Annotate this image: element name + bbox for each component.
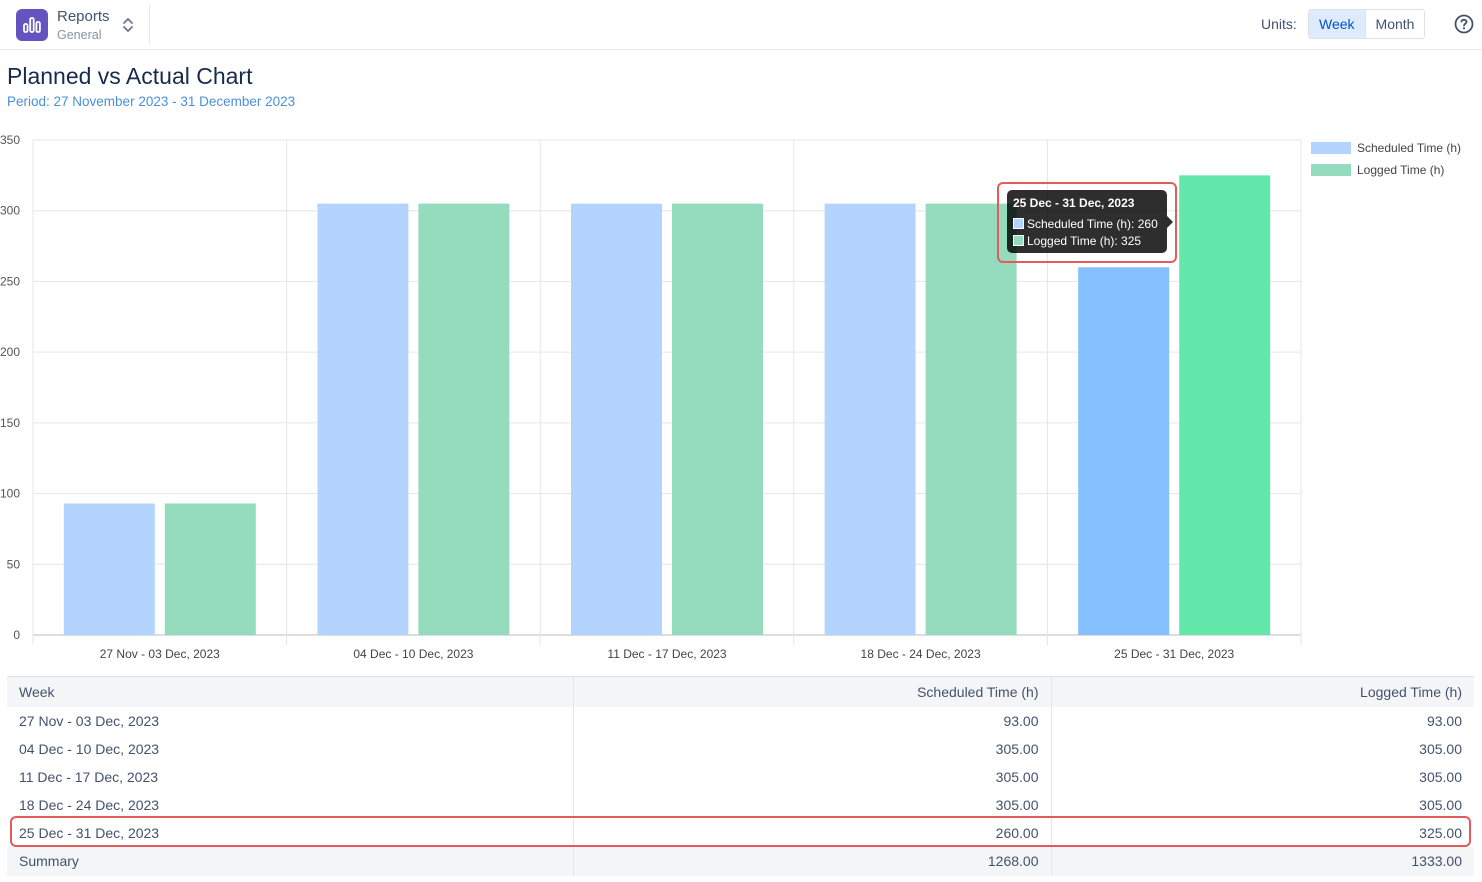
bar-logged [164, 503, 256, 635]
x-tick-label: 18 Dec - 24 Dec, 2023 [861, 647, 981, 661]
column-header-logged[interactable]: Logged Time (h) [1050, 676, 1474, 707]
report-table-container: Week Scheduled Time (h) Logged Time (h) … [7, 676, 1474, 876]
table-row: 11 Dec - 17 Dec, 2023 305.00 305.00 [7, 762, 1474, 791]
x-tick-label: 11 Dec - 17 Dec, 2023 [607, 647, 727, 661]
app-subtitle: General [57, 28, 102, 42]
cell-scheduled: 260.00 [572, 818, 1051, 847]
tooltip-row-scheduled: Scheduled Time (h): 260 [1013, 215, 1161, 232]
x-tick-label: 04 Dec - 10 Dec, 2023 [353, 647, 473, 661]
x-tick-label: 25 Dec - 31 Dec, 2023 [1114, 647, 1234, 661]
table-row: 18 Dec - 24 Dec, 2023 305.00 305.00 [7, 790, 1474, 819]
tooltip-swatch-logged [1013, 235, 1024, 246]
tooltip-scheduled-text: Scheduled Time (h): 260 [1027, 216, 1158, 231]
chevron-updown-icon [123, 18, 133, 32]
header-divider [149, 6, 150, 44]
bar-scheduled [824, 203, 916, 635]
cell-scheduled: 305.00 [572, 734, 1051, 763]
help-button[interactable] [1454, 14, 1474, 34]
bar-logged [672, 203, 763, 635]
table-row: 27 Nov - 03 Dec, 2023 93.00 93.00 [7, 706, 1474, 735]
tooltip-title: 25 Dec - 31 Dec, 2023 [1013, 196, 1135, 210]
cell-scheduled: 305.00 [572, 762, 1051, 791]
column-header-week[interactable]: Week [7, 676, 573, 707]
units-label: Units: [1261, 16, 1297, 32]
cell-week: 18 Dec - 24 Dec, 2023 [19, 796, 160, 813]
bar-scheduled [317, 203, 409, 635]
cell-logged: 93.00 [1050, 706, 1474, 735]
report-period: Period: 27 November 2023 - 31 December 2… [7, 94, 296, 109]
app-name[interactable]: Reports [57, 8, 110, 25]
legend-item-scheduled[interactable]: Scheduled Time (h) [1311, 137, 1461, 159]
bar-scheduled [1078, 267, 1170, 635]
planned-vs-actual-chart: 0 50 100 150 200 250 300 350 27 Nov - 03 Dec, 20… [0, 133, 1302, 661]
bar-logged [418, 203, 510, 635]
units-toggle: Week Month [1308, 9, 1426, 39]
y-tick-label: 250 [0, 274, 20, 288]
y-tick-label: 150 [0, 416, 20, 430]
cell-week: 27 Nov - 03 Dec, 2023 [19, 712, 160, 729]
cell-week: 25 Dec - 31 Dec, 2023 [19, 824, 160, 841]
units-month-button[interactable]: Month [1365, 10, 1425, 38]
chart-tooltip: 25 Dec - 31 Dec, 2023 Scheduled Time (h)… [1007, 190, 1173, 253]
summary-scheduled: 1268.00 [572, 846, 1051, 876]
row-highlight-box [10, 816, 1471, 847]
legend-swatch-scheduled [1311, 142, 1351, 154]
tooltip-swatch-scheduled [1013, 218, 1024, 229]
bar-scheduled [571, 203, 662, 635]
chart-legend: Scheduled Time (h) Logged Time (h) [1311, 137, 1461, 181]
legend-item-logged[interactable]: Logged Time (h) [1311, 159, 1461, 181]
legend-label-logged: Logged Time (h) [1357, 163, 1445, 177]
y-tick-label: 350 [0, 133, 20, 147]
summary-label: Summary [7, 846, 573, 876]
cell-scheduled: 305.00 [572, 790, 1051, 819]
report-table: Week Scheduled Time (h) Logged Time (h) … [7, 676, 1474, 876]
cell-scheduled: 93.00 [572, 706, 1051, 735]
tooltip-logged-text: Logged Time (h): 325 [1027, 233, 1142, 248]
y-tick-label: 300 [0, 204, 20, 218]
bar-chart-icon [23, 17, 41, 33]
legend-label-scheduled: Scheduled Time (h) [1357, 141, 1462, 155]
cell-logged: 305.00 [1050, 790, 1474, 819]
reports-app-icon[interactable] [16, 9, 48, 41]
cell-logged: 305.00 [1050, 762, 1474, 791]
bar-scheduled [63, 503, 155, 635]
legend-swatch-logged [1311, 164, 1351, 176]
x-tick-label: 27 Nov - 03 Dec, 2023 [100, 647, 220, 661]
top-bar: Reports General Units: Week Month [0, 0, 1482, 50]
tooltip-row-logged: Logged Time (h): 325 [1013, 232, 1161, 249]
table-row: 04 Dec - 10 Dec, 2023 305.00 305.00 [7, 734, 1474, 763]
bar-logged [1179, 175, 1271, 635]
cell-week: 11 Dec - 17 Dec, 2023 [19, 768, 159, 785]
cell-week: 04 Dec - 10 Dec, 2023 [19, 740, 160, 757]
cell-logged: 325.00 [1050, 818, 1474, 847]
summary-logged: 1333.00 [1050, 846, 1474, 876]
cell-logged: 305.00 [1050, 734, 1474, 763]
column-header-scheduled[interactable]: Scheduled Time (h) [572, 676, 1051, 707]
tooltip-highlight-box [997, 182, 1177, 263]
project-switcher-button[interactable] [118, 14, 138, 36]
y-tick-label: 100 [0, 487, 20, 501]
page-title: Planned vs Actual Chart [7, 63, 253, 89]
help-icon [1454, 14, 1474, 34]
y-tick-label: 50 [7, 557, 21, 571]
y-tick-label: 0 [13, 628, 20, 642]
table-header-row: Week Scheduled Time (h) Logged Time (h) [7, 676, 1474, 707]
units-week-button[interactable]: Week [1309, 10, 1366, 38]
table-row-highlighted: 25 Dec - 31 Dec, 2023 260.00 325.00 [7, 818, 1474, 847]
bar-logged [925, 203, 1017, 635]
table-summary-row: Summary 1268.00 1333.00 [7, 846, 1474, 876]
y-tick-label: 200 [0, 345, 20, 359]
